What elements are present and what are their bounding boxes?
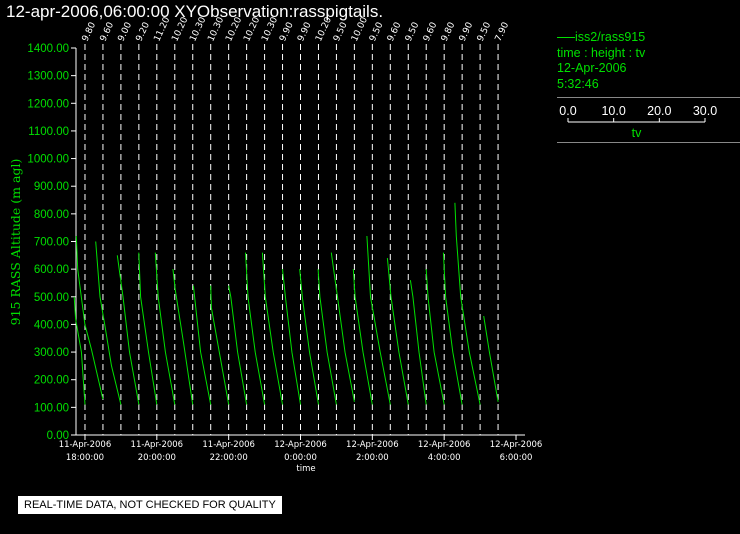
x-tick-label-time: 20:00:00 (138, 453, 176, 463)
profile-trace (409, 280, 427, 405)
profile-trace (154, 252, 176, 405)
profile-label: 9.50 (332, 21, 350, 44)
profile-trace (282, 269, 301, 405)
legend-line-swatch (557, 37, 575, 39)
profile-trace (172, 269, 194, 405)
y-tick-label: 0.00 (47, 430, 69, 442)
x-tick-label-date: 11-Apr-2006 (59, 440, 112, 450)
profile-label: 9.60 (386, 21, 404, 44)
profile-label: 9.50 (476, 21, 494, 44)
chart-title: 12-apr-2006,06:00:00 XYObservation:rassp… (6, 2, 384, 21)
profile-trace (228, 285, 248, 405)
y-tick-label: 500.00 (34, 292, 69, 304)
legend-date: 12-Apr-2006 (557, 61, 627, 75)
profile-label: 7.90 (494, 21, 512, 44)
profile-label: 9.90 (296, 21, 314, 44)
x-tick-label-time: 0:00:00 (284, 453, 317, 463)
profile-trace (366, 235, 391, 405)
y-tick-label: 200.00 (34, 375, 69, 387)
y-tick-label: 1200.00 (27, 98, 69, 110)
profile-label: 9.20 (135, 21, 153, 44)
profile-label: 9.80 (81, 21, 99, 44)
grid-layer: 9.80 9.60 9.00 9.20 11.2010.2010.3010.3010.2… (81, 15, 512, 435)
profile-trace (386, 258, 409, 405)
x-tick-label-time: 2:00:00 (356, 453, 389, 463)
x-tick-label-date: 12-Apr-2006 (346, 440, 399, 450)
x-tick-label-time: 18:00:00 (66, 453, 104, 463)
y-tick-label: 900.00 (34, 181, 69, 193)
profile-trace (116, 255, 140, 405)
x-tick-label-date: 12-Apr-2006 (418, 440, 471, 450)
profile-trace (261, 252, 283, 405)
profile-label: 9.50 (404, 21, 422, 44)
y-tick-label: 800.00 (34, 209, 69, 221)
x-axis-label: time (296, 464, 315, 474)
legend-series-label: iss2/rass915 (575, 30, 646, 44)
profile-trace (73, 296, 86, 405)
profile-trace (454, 202, 481, 405)
profile-trace (317, 269, 337, 405)
profile-trace (75, 235, 104, 400)
legend-scale-tick-label: 10.0 (601, 104, 625, 118)
legend-scale-tick-label: 20.0 (647, 104, 671, 118)
profile-label: 9.50 (368, 21, 386, 44)
profile-label: 9.80 (440, 21, 458, 44)
y-axis-label: 915 RASS Altitude (m agl) (8, 159, 23, 326)
y-tick-label: 100.00 (34, 402, 69, 414)
y-tick-label: 700.00 (34, 237, 69, 249)
y-tick-label: 1300.00 (27, 71, 69, 83)
legend: iss2/rass915 time : height : tv 12-Apr-2… (557, 30, 740, 143)
y-tick-label: 400.00 (34, 319, 69, 331)
y-tick-label: 1000.00 (27, 154, 69, 166)
x-tick-label-date: 12-Apr-2006 (490, 440, 543, 450)
profile-label: 9.60 (422, 21, 440, 44)
x-tick-label-date: 11-Apr-2006 (202, 440, 255, 450)
legend-divider-top (557, 97, 740, 98)
legend-scale-tick-label: 30.0 (693, 104, 717, 118)
legend-tv-scale: 0.0 10.0 20.0 30.0 tv (557, 104, 740, 146)
y-tick-label: 600.00 (34, 264, 69, 276)
legend-fields: time : height : tv (557, 45, 646, 60)
x-tick-label-time: 4:00:00 (428, 453, 461, 463)
profile-trace (299, 269, 319, 405)
profile-trace (95, 241, 122, 405)
x-tick-label-time: 22:00:00 (210, 453, 248, 463)
profile-label: 9.90 (278, 21, 296, 44)
profile-trace (352, 269, 373, 405)
profile-trace (483, 316, 499, 402)
axes-layer: 0.00 100.00 200.00 300.00 400.00 500.00 600.00… (27, 43, 542, 463)
y-tick-label: 300.00 (34, 347, 69, 359)
profile-trace (330, 252, 355, 402)
profile-trace (210, 285, 230, 405)
profile-label: 9.90 (458, 21, 476, 44)
profile-label: 9.60 (99, 21, 117, 44)
legend-time: 5:32:46 (557, 76, 599, 91)
profile-trace (442, 252, 463, 405)
legend-scale-label: tv (632, 126, 642, 140)
y-tick-label: 1100.00 (28, 126, 69, 138)
profile-label: 9.00 (117, 21, 135, 44)
profile-trace (425, 269, 445, 405)
x-tick-label-date: 11-Apr-2006 (131, 440, 184, 450)
y-tick-label: 1400.00 (27, 43, 69, 55)
profile-trace (192, 285, 212, 405)
profile-trace (245, 252, 266, 405)
profiles-layer (73, 202, 499, 405)
legend-scale-tick-label: 0.0 (559, 104, 576, 118)
x-tick-label-time: 6:00:00 (500, 453, 533, 463)
legend-series: iss2/rass915 (557, 30, 740, 46)
quality-disclaimer: REAL-TIME DATA, NOT CHECKED FOR QUALITY (18, 496, 282, 514)
x-tick-label-date: 12-Apr-2006 (274, 440, 327, 450)
profile-trace (138, 252, 158, 405)
legend-divider-bottom (557, 142, 740, 143)
